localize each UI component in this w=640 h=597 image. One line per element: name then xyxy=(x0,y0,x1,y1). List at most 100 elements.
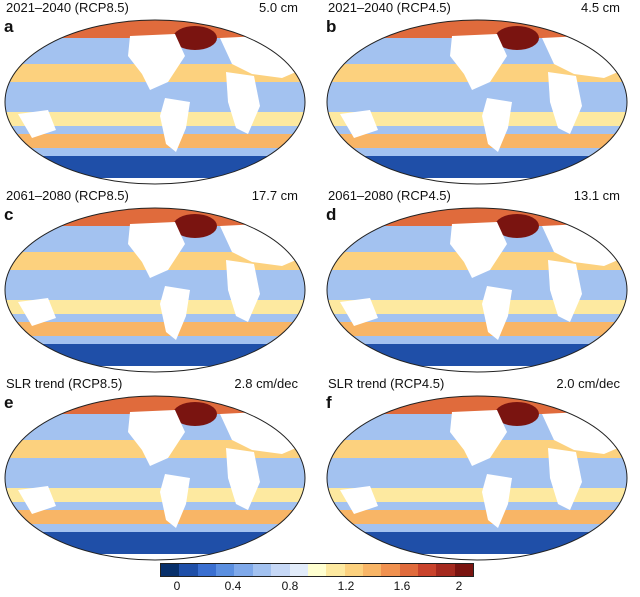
colorbar-swatch xyxy=(307,564,327,576)
panel-title: SLR trend (RCP4.5) xyxy=(328,376,445,391)
south-america-shape xyxy=(160,98,190,152)
colorbar-swatch xyxy=(344,564,363,576)
map-layer xyxy=(5,20,305,184)
panel-title: 2061–2080 (RCP4.5) xyxy=(328,188,451,203)
panel-d: 2061–2080 (RCP4.5) 13.1 cm d xyxy=(322,188,632,378)
panel-title: 2021–2040 (RCP4.5) xyxy=(328,0,451,15)
arctic-band xyxy=(5,208,305,226)
panel-letter: e xyxy=(4,393,14,412)
panel-title: SLR trend (RCP8.5) xyxy=(6,376,123,391)
north-atlantic-hotspot xyxy=(495,26,539,50)
southern-subtropical-band xyxy=(327,488,627,502)
north-atlantic-hotspot xyxy=(173,402,217,426)
colorbar-swatch xyxy=(289,564,308,576)
colorbar-swatch xyxy=(436,564,455,576)
south-america-shape xyxy=(482,286,512,340)
southern-subtropical-band xyxy=(5,112,305,126)
southern-midlatitude-band xyxy=(5,322,305,336)
globe-border xyxy=(326,19,628,185)
map-layer xyxy=(327,396,627,560)
sea-level-map xyxy=(4,395,306,561)
north-atlantic-hotspot xyxy=(173,26,217,50)
south-america-shape xyxy=(160,286,190,340)
panel-e: SLR trend (RCP8.5) 2.8 cm/dec e xyxy=(0,376,310,566)
australia-shape xyxy=(340,298,378,326)
southern-midlatitude-band xyxy=(327,510,627,524)
southern-subtropical-band xyxy=(5,300,305,314)
sea-level-map xyxy=(326,207,628,373)
north-america-shape xyxy=(450,222,507,278)
panel-c: 2061–2080 (RCP8.5) 17.7 cm c xyxy=(0,188,310,378)
map-layer xyxy=(5,396,305,560)
southern-subtropical-band xyxy=(327,112,627,126)
colorbar-tick-label: 1.6 xyxy=(393,579,411,593)
colorbar-tick-label: 2 xyxy=(455,579,463,593)
map-layer xyxy=(5,208,305,372)
arctic-band xyxy=(327,20,627,38)
africa-shape xyxy=(548,72,582,134)
north-america-shape xyxy=(128,222,185,278)
australia-shape xyxy=(18,110,56,138)
colorbar-swatch xyxy=(399,564,419,576)
panel-a: 2021–2040 (RCP8.5) 5.0 cm a xyxy=(0,0,310,190)
map-layer xyxy=(327,208,627,372)
arctic-band xyxy=(327,208,627,226)
southern-subtropical-band xyxy=(327,300,627,314)
africa-shape xyxy=(226,72,260,134)
sea-level-map xyxy=(326,395,628,561)
australia-shape xyxy=(340,486,378,514)
panel-value: 13.1 cm xyxy=(573,188,620,203)
colorbar-swatch xyxy=(418,564,437,576)
colorbar-tick-label: 0 xyxy=(173,579,181,593)
africa-shape xyxy=(226,448,260,510)
colorbar xyxy=(160,563,474,577)
panel-value: 4.5 cm xyxy=(580,0,620,15)
globe-border xyxy=(326,395,628,561)
africa-shape xyxy=(548,260,582,322)
antarctica-shape xyxy=(5,178,305,184)
arctic-band xyxy=(5,396,305,414)
north-atlantic-hotspot xyxy=(173,214,217,238)
north-america-shape xyxy=(128,34,185,90)
antarctica-shape xyxy=(327,366,627,372)
arctic-band xyxy=(327,396,627,414)
globe-border xyxy=(4,395,306,561)
map-layer xyxy=(327,20,627,184)
panel-value: 17.7 cm xyxy=(251,188,298,203)
panel-letter: b xyxy=(326,17,337,36)
south-america-shape xyxy=(160,474,190,528)
panel-f: SLR trend (RCP4.5) 2.0 cm/dec f xyxy=(322,376,632,566)
colorbar-swatch xyxy=(326,564,345,576)
sea-level-map xyxy=(326,19,628,185)
north-atlantic-hotspot xyxy=(495,402,539,426)
southern-subtropical-band xyxy=(5,488,305,502)
north-america-shape xyxy=(128,410,185,466)
australia-shape xyxy=(340,110,378,138)
north-america-shape xyxy=(450,410,507,466)
panel-b: 2021–2040 (RCP4.5) 4.5 cm b xyxy=(322,0,632,190)
antarctica-shape xyxy=(327,178,627,184)
colorbar-swatch xyxy=(454,564,474,576)
colorbar-tick-label: 0.8 xyxy=(281,579,299,593)
africa-shape xyxy=(548,448,582,510)
panel-letter: a xyxy=(4,17,14,36)
sea-level-map xyxy=(4,207,306,373)
north-atlantic-hotspot xyxy=(495,214,539,238)
colorbar-swatch xyxy=(161,564,180,576)
australia-shape xyxy=(18,298,56,326)
sea-level-map xyxy=(4,19,306,185)
colorbar-swatch xyxy=(197,564,217,576)
colorbar-swatch xyxy=(234,564,253,576)
southern-midlatitude-band xyxy=(5,134,305,148)
panel-letter: d xyxy=(326,205,337,224)
africa-shape xyxy=(226,260,260,322)
globe-border xyxy=(4,19,306,185)
southern-midlatitude-band xyxy=(327,134,627,148)
panel-title: 2061–2080 (RCP8.5) xyxy=(6,188,129,203)
panel-value: 5.0 cm xyxy=(258,0,298,15)
colorbar-swatch xyxy=(252,564,272,576)
south-america-shape xyxy=(482,474,512,528)
panel-value: 2.8 cm/dec xyxy=(234,376,298,391)
colorbar-swatch xyxy=(362,564,382,576)
colorbar-tick-label: 0.4 xyxy=(224,579,242,593)
